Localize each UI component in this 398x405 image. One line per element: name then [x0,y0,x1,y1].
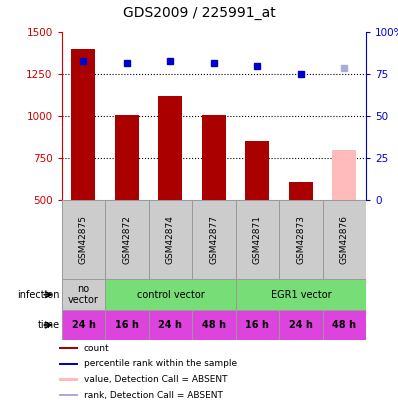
Text: GSM42875: GSM42875 [79,215,88,264]
Bar [158,96,182,200]
Text: no
vector: no vector [68,284,99,305]
Bar [192,310,236,340]
Bar [59,347,78,349]
Bar [105,200,149,279]
Bar [149,200,192,279]
Text: 48 h: 48 h [332,320,357,330]
Text: 24 h: 24 h [72,320,96,330]
Bar [323,200,366,279]
Bar [289,182,313,200]
Text: GSM42874: GSM42874 [166,215,175,264]
Bar [105,310,149,340]
Text: value, Detection Call = ABSENT: value, Detection Call = ABSENT [84,375,227,384]
Text: count: count [84,343,109,352]
Text: GSM42872: GSM42872 [123,215,131,264]
Bar [72,49,96,200]
Text: EGR1 vector: EGR1 vector [271,290,331,300]
Text: 48 h: 48 h [202,320,226,330]
Bar [202,115,226,200]
Bar [62,200,105,279]
Text: GSM42873: GSM42873 [297,215,305,264]
Text: control vector: control vector [137,290,204,300]
Text: 24 h: 24 h [289,320,313,330]
Text: infection: infection [17,290,60,300]
Text: 16 h: 16 h [115,320,139,330]
Bar [59,362,78,365]
Text: 16 h: 16 h [246,320,269,330]
Text: rank, Detection Call = ABSENT: rank, Detection Call = ABSENT [84,391,223,400]
Bar [236,279,366,310]
Bar [192,200,236,279]
Bar [149,310,192,340]
Text: time: time [37,320,60,330]
Text: 24 h: 24 h [158,320,182,330]
Bar [279,200,323,279]
Bar [62,279,105,310]
Bar [59,378,78,381]
Text: percentile rank within the sample: percentile rank within the sample [84,359,237,368]
Bar [279,310,323,340]
Bar [332,150,356,200]
Bar [59,394,78,396]
Text: GSM42871: GSM42871 [253,215,262,264]
Text: GSM42877: GSM42877 [209,215,219,264]
Bar [246,141,269,200]
Bar [323,310,366,340]
Bar [115,115,139,200]
Bar [236,310,279,340]
Bar [62,310,105,340]
Bar [105,279,236,310]
Bar [236,200,279,279]
Text: GDS2009 / 225991_at: GDS2009 / 225991_at [123,6,275,20]
Text: GSM42876: GSM42876 [340,215,349,264]
